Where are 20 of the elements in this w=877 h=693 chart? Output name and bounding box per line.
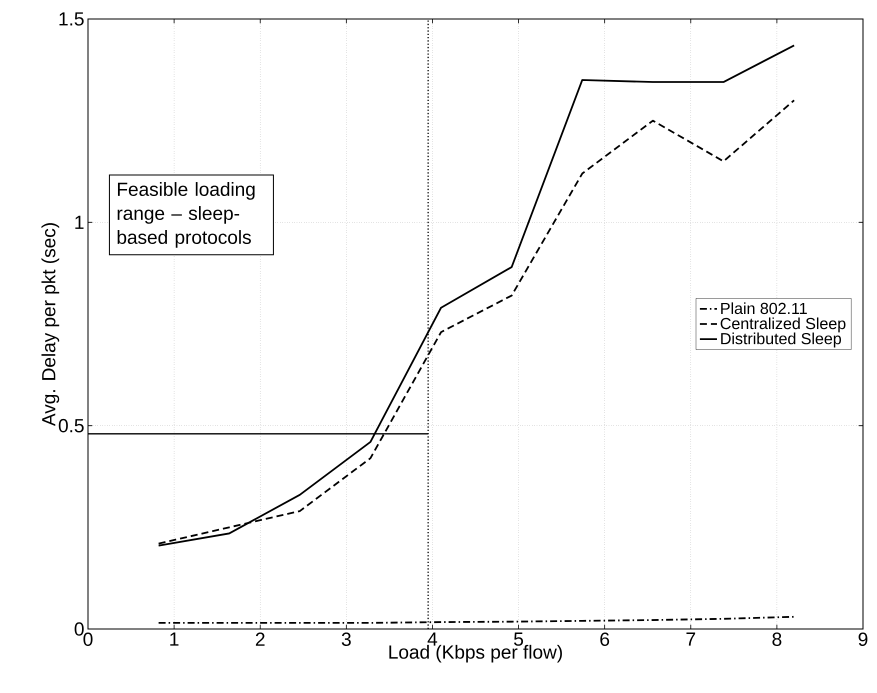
y-tick-label: 0 [74, 622, 84, 636]
legend-label: Distributed Sleep [721, 332, 842, 348]
legend-label: Centralized Sleep [720, 317, 846, 332]
x-tick-label: 1 [170, 632, 178, 646]
y-tick-label: 0.5 [58, 418, 84, 432]
x-tick-label: 7 [686, 632, 696, 646]
y-tick-label: 1.5 [60, 12, 84, 26]
x-tick-label: 4 [428, 632, 438, 646]
legend-label: Plain 802.11 [721, 302, 807, 314]
x-tick-label: 5 [514, 632, 524, 646]
x-axis-title: Load (Kbps per flow) [389, 644, 562, 663]
x-tick-label: 9 [858, 632, 868, 646]
x-tick-label: 8 [772, 632, 782, 646]
x-tick-label: 3 [342, 632, 351, 646]
y-axis-title: Avg. Delay per pkt (sec) [41, 223, 60, 426]
x-tick-label: 2 [256, 632, 265, 646]
annotation: Feasible loading range – sleep-based protocols [118, 182, 255, 248]
x-tick-label: 6 [600, 632, 610, 646]
x-tick-label: 0 [83, 632, 93, 646]
y-tick-label: 1 [75, 216, 84, 229]
